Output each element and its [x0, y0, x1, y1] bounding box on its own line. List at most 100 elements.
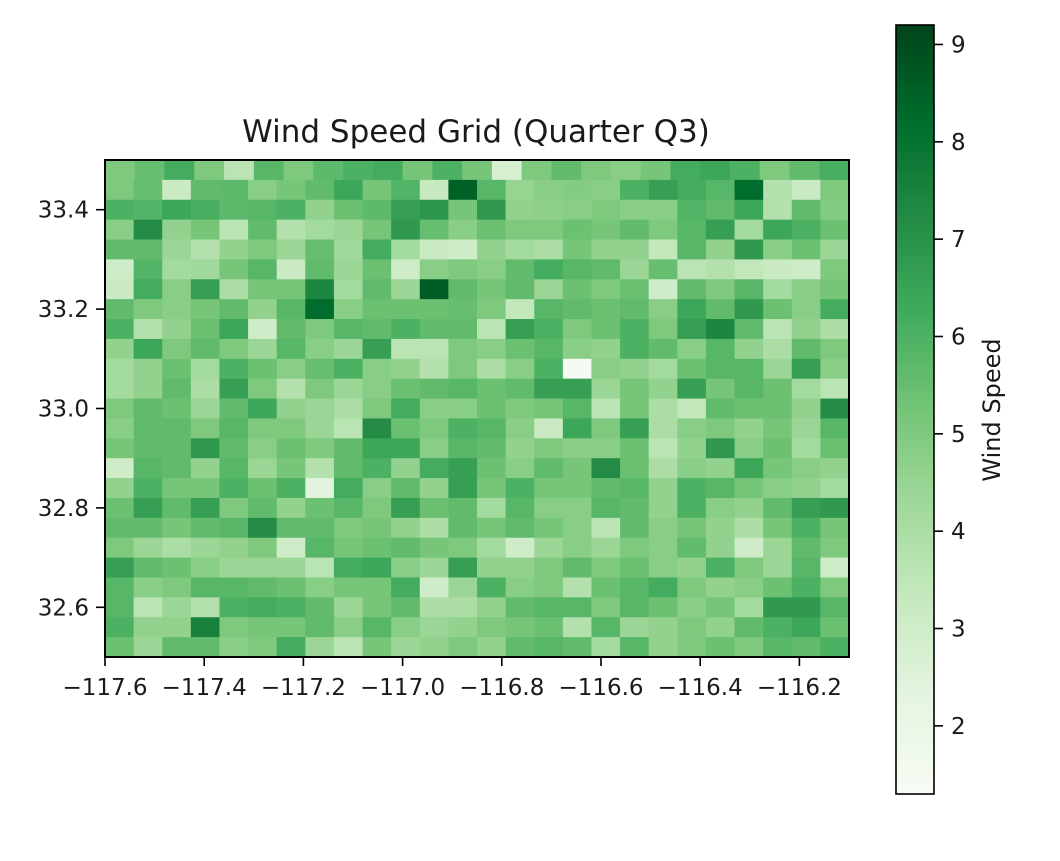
heatmap-cell [791, 637, 821, 658]
heatmap-cell [190, 319, 221, 340]
heatmap-cell [362, 517, 392, 539]
heatmap-cell [670, 160, 701, 181]
heatmap-cell [419, 458, 449, 479]
heatmap-cell [105, 299, 135, 320]
heatmap-cell [705, 279, 736, 300]
heatmap-cell [448, 637, 478, 658]
heatmap-cell [648, 259, 678, 280]
heatmap-cell [134, 160, 166, 181]
heatmap-cell [763, 398, 793, 420]
heatmap-cell [162, 557, 192, 579]
heatmap-cell [648, 458, 678, 479]
heatmap-cell [734, 497, 764, 519]
heatmap-cell [333, 299, 364, 320]
heatmap-cell [305, 338, 335, 360]
heatmap-cell [162, 219, 192, 241]
heatmap-cell [248, 179, 278, 201]
heatmap-cell [591, 199, 621, 221]
heatmap-cell [462, 160, 493, 181]
heatmap-cell [505, 438, 535, 459]
heatmap-cell [562, 338, 593, 360]
heatmap-cell [248, 478, 278, 499]
heatmap-cell [190, 617, 221, 638]
heatmap-cell [763, 478, 793, 499]
heatmap-cell [648, 418, 678, 439]
heatmap-cell [105, 358, 135, 380]
heatmap-cell [734, 179, 764, 201]
heatmap-cell [763, 418, 793, 439]
heatmap-cell [133, 637, 163, 658]
heatmap-cell [763, 577, 793, 598]
heatmap-cell [820, 478, 850, 499]
heatmap-cell [591, 299, 621, 320]
heatmap-cell [648, 617, 678, 638]
heatmap-cell [705, 497, 736, 519]
heatmap-cell [763, 319, 793, 340]
heatmap-cell [448, 438, 478, 459]
heatmap-cell [133, 577, 163, 598]
heatmap-cell [591, 597, 621, 618]
heatmap-cell [219, 597, 249, 618]
heatmap-cell [734, 557, 764, 579]
heatmap-cell [477, 478, 507, 499]
heatmap-cell [391, 617, 421, 638]
heatmap-cell [219, 458, 249, 479]
heatmap-cell [505, 478, 535, 499]
heatmap-cell [820, 517, 850, 539]
heatmap-cell [477, 517, 507, 539]
heatmap-cell [677, 557, 707, 579]
colorbar-tick-label: 2 [951, 714, 966, 740]
x-tick-label: −117.4 [162, 675, 247, 701]
heatmap-cell [591, 617, 621, 638]
heatmap-cell [105, 239, 135, 260]
heatmap-cell [133, 179, 163, 201]
heatmap-cell [648, 279, 678, 300]
heatmap-cell [477, 418, 507, 439]
heatmap-cell [820, 299, 850, 320]
chart-title: Wind Speed Grid (Quarter Q3) [242, 114, 710, 150]
heatmap-cell [305, 259, 335, 280]
heatmap-cell [162, 239, 192, 260]
heatmap-cell [391, 557, 421, 579]
heatmap-cell [591, 179, 621, 201]
heatmap-cell [477, 458, 507, 479]
heatmap-cell [734, 319, 764, 340]
heatmap-cell [734, 418, 764, 439]
heatmap-cell [219, 358, 249, 380]
heatmap-cell [820, 358, 850, 380]
heatmap-cell [448, 597, 478, 618]
heatmap-cell [620, 497, 650, 519]
heatmap-cell [591, 219, 621, 241]
heatmap-cell [105, 597, 135, 618]
heatmap-cell [190, 378, 221, 400]
heatmap-cell [105, 438, 135, 459]
heatmap-cell [333, 537, 364, 559]
heatmap-cell [105, 497, 135, 519]
heatmap-cell [276, 219, 306, 241]
heatmap-cell [276, 358, 306, 380]
heatmap-cell [562, 179, 593, 201]
heatmap-cell [276, 279, 306, 300]
heatmap-cell [477, 259, 507, 280]
heatmap-cell [162, 299, 192, 320]
heatmap-cell [333, 517, 364, 539]
heatmap-cell [477, 299, 507, 320]
heatmap-cell [276, 179, 306, 201]
heatmap-cell [219, 637, 249, 658]
heatmap-cell [677, 259, 707, 280]
heatmap-cell [677, 378, 707, 400]
heatmap-cell [248, 378, 278, 400]
heatmap-cell [448, 517, 478, 539]
heatmap-cell [620, 438, 650, 459]
heatmap-cell [248, 557, 278, 579]
heatmap-cell [391, 338, 421, 360]
heatmap-cell [791, 378, 821, 400]
heatmap-cell [419, 219, 449, 241]
heatmap-cell [505, 458, 535, 479]
heatmap-cell [591, 458, 621, 479]
heatmap-cell [419, 338, 449, 360]
heatmap-cell [219, 259, 249, 280]
heatmap-cell [648, 537, 678, 559]
x-tick-label: −116.6 [558, 675, 643, 701]
heatmap-cell [820, 577, 850, 598]
